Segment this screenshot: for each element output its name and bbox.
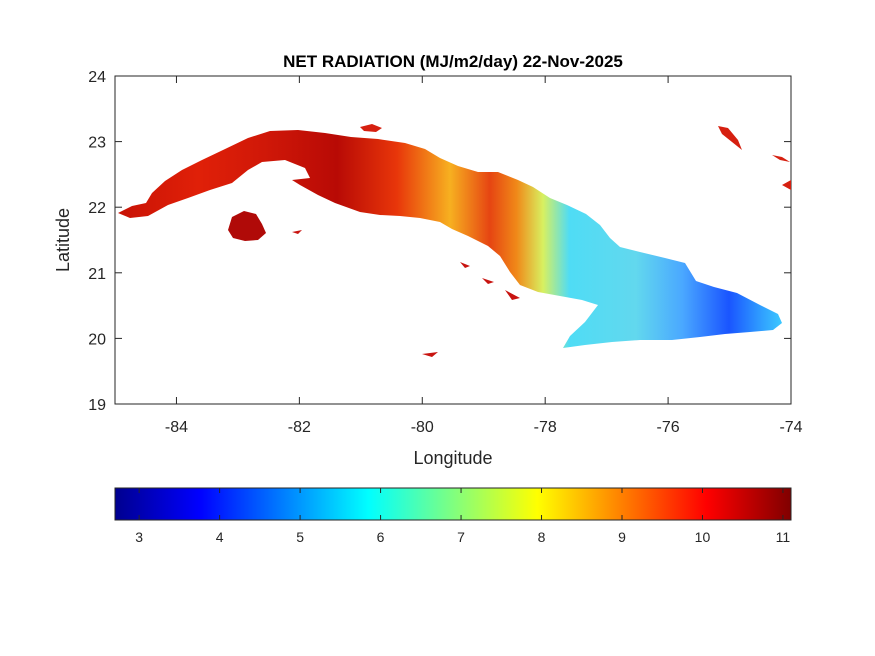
- y-tick-label: 24: [88, 69, 106, 86]
- colorbar-tick-label: 10: [695, 529, 711, 545]
- y-axis: 19 20 21 22 23 24: [88, 69, 791, 414]
- x-tick-label: -74: [779, 419, 802, 436]
- colorbar-tick-label: 9: [618, 529, 626, 545]
- y-tick-label: 20: [88, 331, 106, 348]
- y-tick-label: 22: [88, 200, 106, 217]
- colorbar-tick-label: 8: [538, 529, 546, 545]
- colorbar-tick-label: 4: [216, 529, 224, 545]
- cuba-main-island: [118, 130, 782, 348]
- chart-title: NET RADIATION (MJ/m2/day) 22-Nov-2025: [283, 52, 623, 71]
- colorbar-tick-label: 6: [377, 529, 385, 545]
- colorbar-tick-label: 11: [776, 529, 791, 545]
- colorbar-tick-label: 7: [457, 529, 465, 545]
- y-tick-label: 23: [88, 135, 106, 152]
- y-tick-label: 19: [88, 397, 106, 414]
- colorbar: [114, 487, 792, 521]
- colorbar-ticks: 3 4 5 6 7 8 9 10 11: [135, 488, 790, 545]
- x-tick-label: -78: [534, 419, 557, 436]
- x-tick-label: -80: [411, 419, 434, 436]
- x-axis: -84 -82 -80 -78 -76 -74: [165, 76, 803, 436]
- isla-de-la-juventud: [228, 211, 266, 241]
- plot-area: [114, 75, 792, 405]
- x-tick-label: -82: [288, 419, 311, 436]
- x-axis-label: Longitude: [413, 448, 492, 468]
- x-tick-label: -84: [165, 419, 188, 436]
- colorbar-tick-label: 5: [296, 529, 304, 545]
- x-tick-label: -76: [657, 419, 680, 436]
- colorbar-tick-label: 3: [135, 529, 143, 545]
- map-layer: [118, 124, 791, 357]
- y-axis-label: Latitude: [53, 208, 73, 272]
- y-tick-label: 21: [88, 266, 106, 283]
